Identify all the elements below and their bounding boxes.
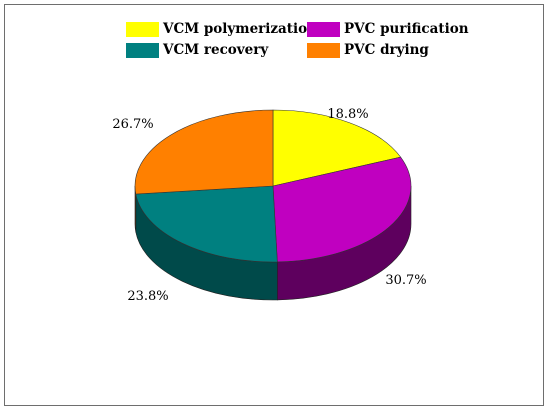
legend-swatch-vcm-polymerization	[126, 21, 159, 37]
legend-swatch-pvc-purification	[307, 21, 340, 37]
pie-slice-vcm-polymerization	[272, 109, 402, 187]
data-label-pvc-drying: 26.7%	[112, 117, 153, 132]
legend-label-vcm-recovery: VCM recovery	[163, 42, 269, 58]
data-label-pvc-purification: 30.7%	[385, 273, 426, 288]
pie-slice-pvc-purification	[272, 156, 412, 263]
legend-swatch-vcm-recovery	[126, 42, 159, 58]
chart-legend: VCM polymerization PVC purification VCM …	[126, 20, 469, 62]
legend-item-vcm-recovery: VCM recovery	[126, 41, 268, 59]
data-label-vcm-polymerization: 18.8%	[327, 107, 368, 122]
pie-slice-vcm-recovery	[135, 185, 278, 263]
legend-label-pvc-purification: PVC purification	[344, 21, 469, 37]
legend-swatch-pvc-drying	[307, 42, 340, 58]
data-label-vcm-recovery: 23.8%	[127, 289, 168, 304]
legend-item-vcm-polymerization: VCM polymerization	[126, 20, 317, 38]
legend-label-pvc-drying: PVC drying	[344, 42, 429, 58]
legend-item-pvc-purification: PVC purification	[307, 20, 469, 38]
legend-label-vcm-polymerization: VCM polymerization	[163, 21, 317, 37]
legend-item-pvc-drying: PVC drying	[307, 41, 429, 59]
pie-slice-pvc-drying	[134, 109, 274, 195]
